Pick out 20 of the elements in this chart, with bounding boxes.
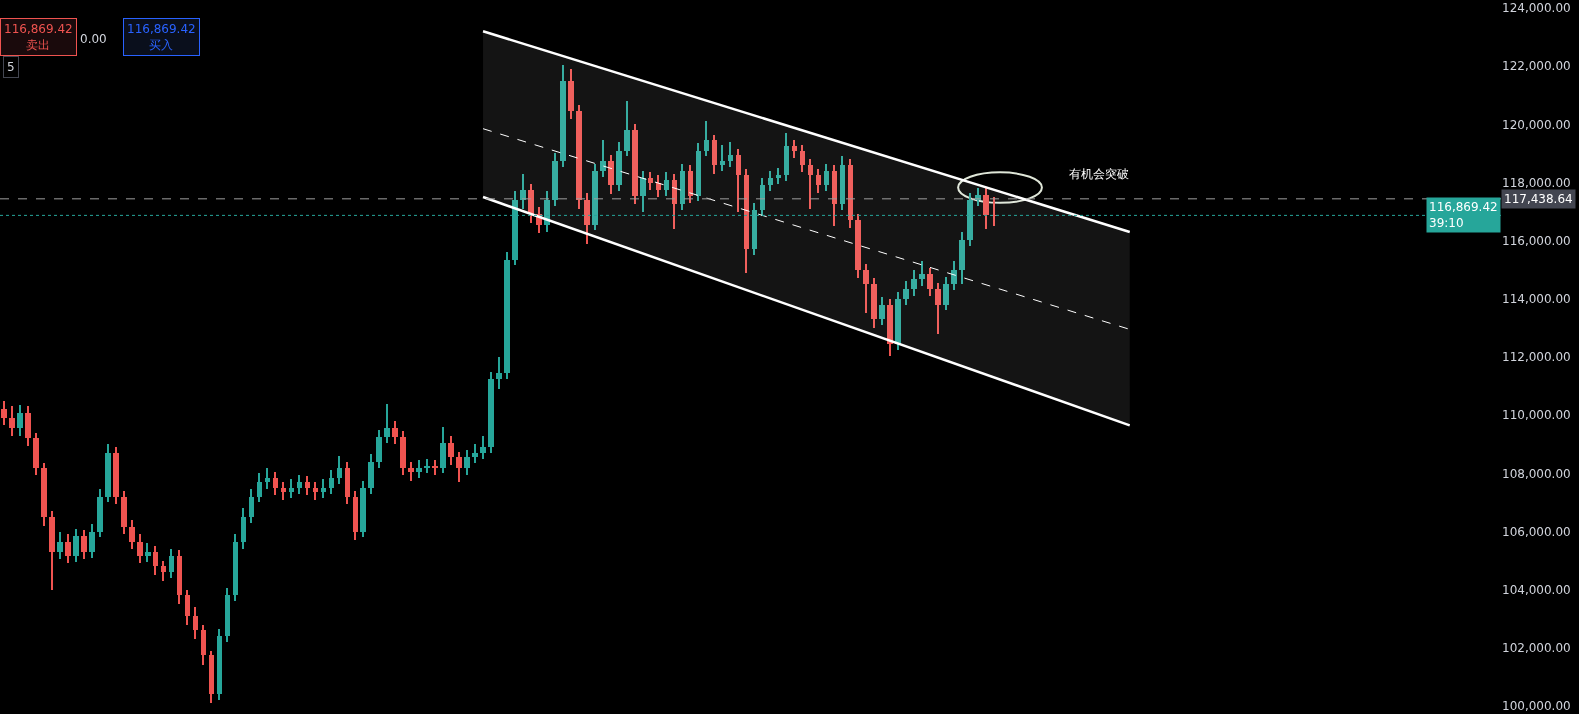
annotation: 0.00 bbox=[80, 32, 107, 46]
y-tick-label: 120,000.00 bbox=[1502, 117, 1571, 132]
annotation: 有机会突破 bbox=[1069, 167, 1129, 181]
y-tick-label: 100,000.00 bbox=[1502, 699, 1571, 714]
annotation: 116,869.42 买入 bbox=[127, 22, 196, 52]
y-tick-label: 110,000.00 bbox=[1502, 408, 1571, 423]
y-tick-label: 114,000.00 bbox=[1502, 292, 1571, 307]
ref-line-label: 117,438.64 bbox=[1504, 192, 1573, 206]
y-tick-label: 122,000.00 bbox=[1502, 59, 1571, 74]
ref-line-label: 116,869.42 39:10 bbox=[1429, 200, 1498, 230]
y-tick-label: 118,000.00 bbox=[1502, 175, 1571, 190]
y-tick-label: 116,000.00 bbox=[1502, 233, 1571, 248]
y-tick-label: 108,000.00 bbox=[1502, 466, 1571, 481]
y-tick-label: 102,000.00 bbox=[1502, 641, 1571, 656]
y-tick-label: 104,000.00 bbox=[1502, 582, 1571, 597]
y-tick-label: 124,000.00 bbox=[1502, 1, 1571, 16]
y-tick-label: 112,000.00 bbox=[1502, 350, 1571, 365]
annotation: 116,869.42 卖出 bbox=[4, 22, 73, 52]
y-tick-label: 106,000.00 bbox=[1502, 524, 1571, 539]
annotation: 5 bbox=[7, 60, 15, 74]
